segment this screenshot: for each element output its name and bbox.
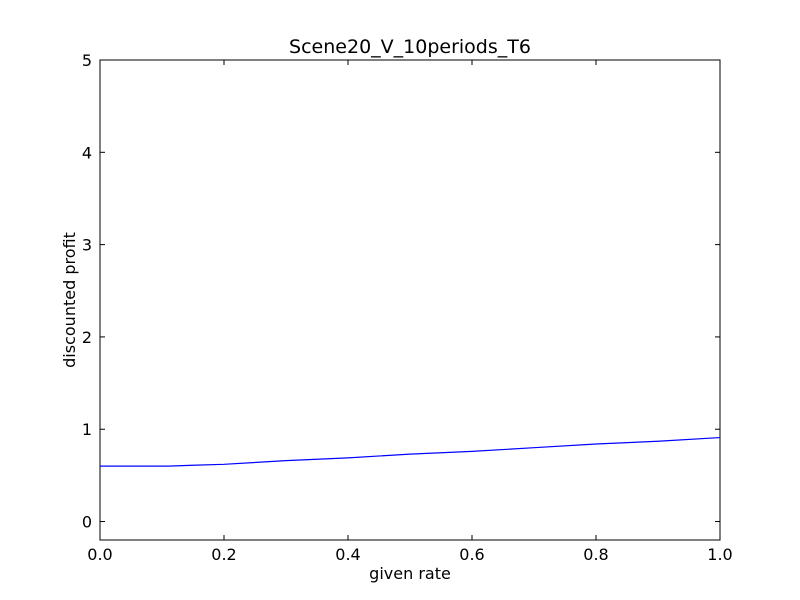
y-tick-label: 2 [82, 328, 92, 347]
y-tick-label: 1 [82, 420, 92, 439]
x-tick-label: 1.0 [707, 545, 732, 564]
series-line-0 [100, 436, 721, 467]
y-axis-label: discounted profit [60, 232, 79, 368]
y-axis: 0 1 2 3 4 5 [82, 51, 720, 532]
x-axis: 0.0 0.2 0.4 0.6 0.8 1.0 [87, 60, 733, 564]
x-tick-label: 0.6 [459, 545, 484, 564]
x-tick-label: 0.8 [583, 545, 608, 564]
x-tick-label: 0.0 [87, 545, 112, 564]
y-tick-label: 3 [82, 236, 92, 255]
plot-frame [99, 59, 721, 541]
chart-title: Scene20_V_10periods_T6 [289, 36, 531, 58]
y-tick-label: 4 [82, 143, 92, 162]
x-tick-label: 0.2 [211, 545, 236, 564]
x-tick-label: 0.4 [335, 545, 360, 564]
plot-area [99, 59, 721, 541]
x-axis-label: given rate [369, 564, 451, 583]
series-layer [100, 436, 721, 467]
y-tick-label: 0 [82, 513, 92, 532]
y-tick-label: 5 [82, 51, 92, 70]
